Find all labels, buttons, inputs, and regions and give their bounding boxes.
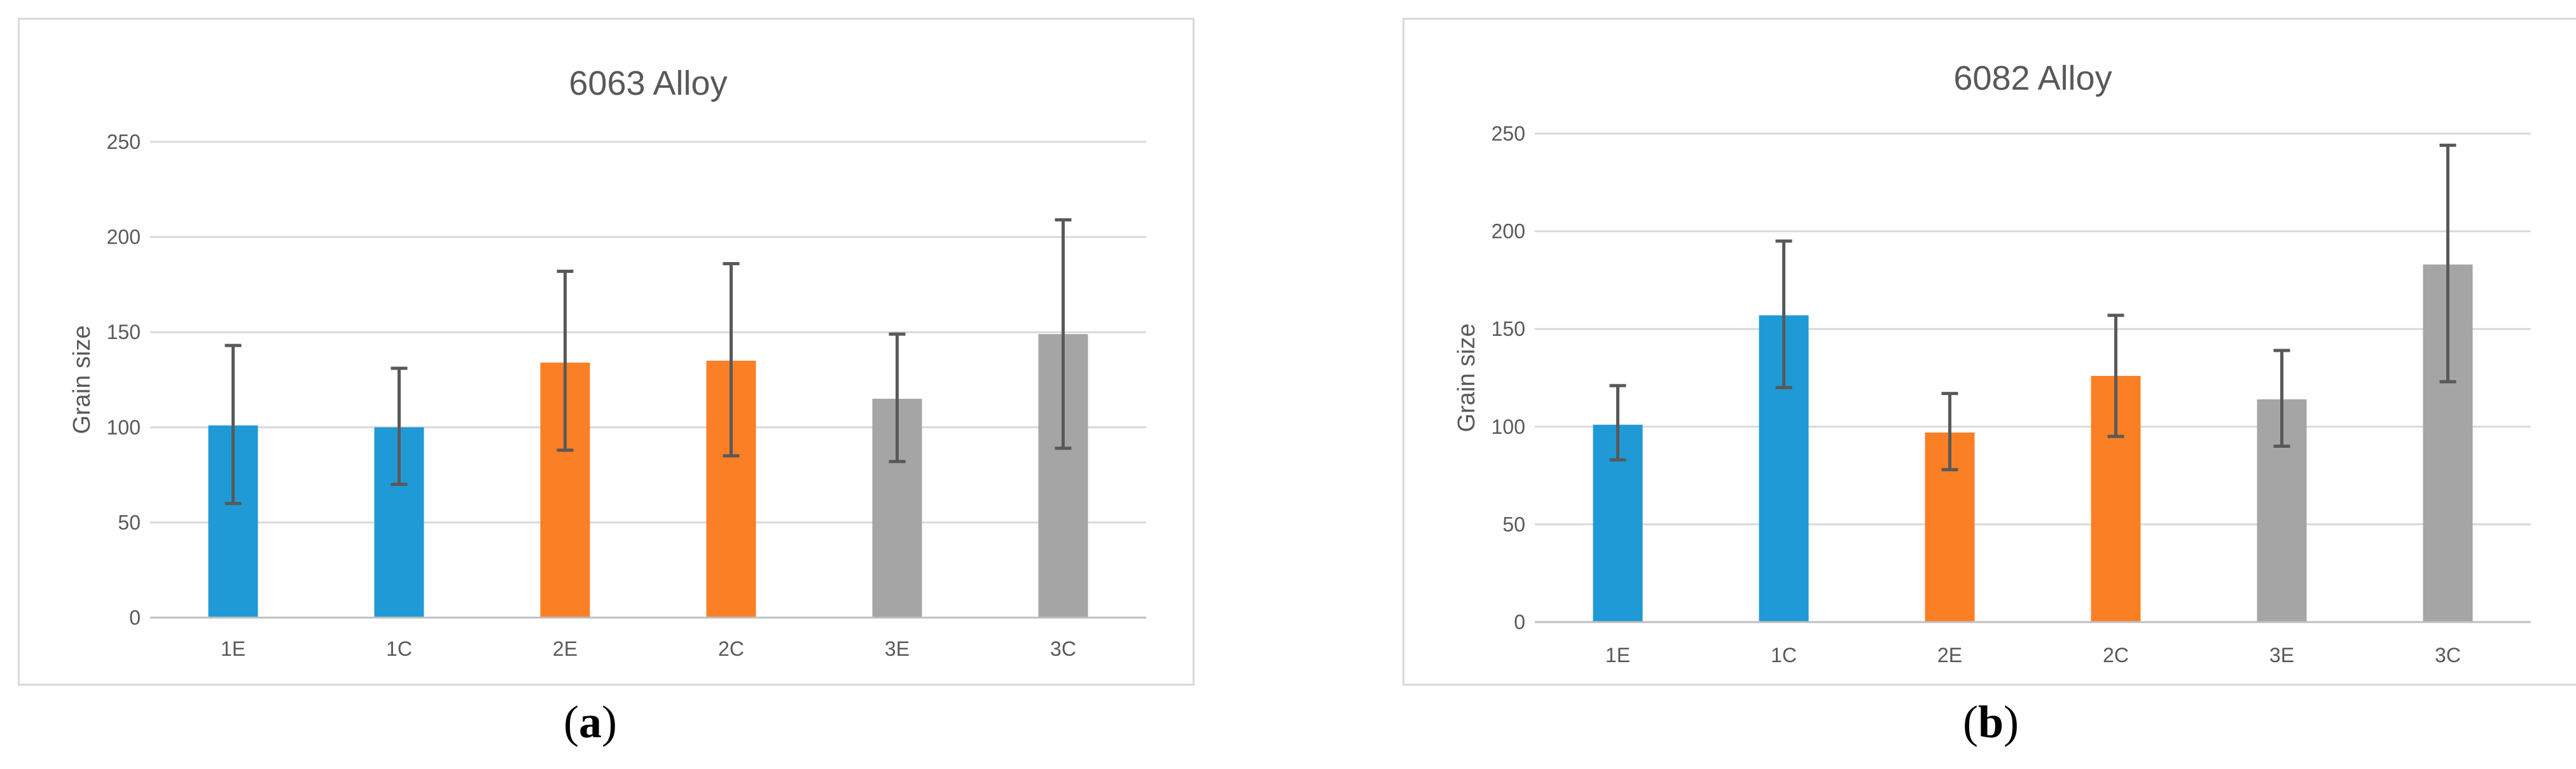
chart-title-b: 6082 Alloy: [1953, 59, 2112, 97]
y-tick-label-a-100: 100: [107, 416, 141, 439]
error-bar-b-2C: [2107, 314, 2124, 438]
y-tick-label-b-150: 150: [1492, 317, 1525, 340]
caption-a-letter: a: [579, 696, 602, 747]
y-tick-label-a-250: 250: [107, 130, 141, 153]
error-bar-b-1E: [1609, 384, 1626, 462]
y-tick-label-a-0: 0: [129, 606, 141, 629]
y-tick-label-a-50: 50: [118, 511, 141, 534]
x-tick-label-a-3C: 3C: [1050, 637, 1076, 660]
error-bar-a-3E: [889, 332, 906, 464]
y-tick-label-b-200: 200: [1492, 220, 1525, 243]
caption-b-open: (: [1962, 696, 1978, 747]
y-tick-label-b-100: 100: [1492, 415, 1525, 438]
error-bar-b-3C: [2439, 143, 2456, 384]
caption-a-open: (: [564, 696, 579, 747]
x-tick-label-a-3E: 3E: [885, 637, 910, 660]
error-bar-b-2E: [1941, 392, 1958, 471]
caption-a-close: ): [602, 696, 617, 747]
x-tick-label-b-2C: 2C: [2103, 644, 2129, 667]
x-tick-label-a-1C: 1C: [386, 637, 412, 660]
chart-title-a: 6063 Alloy: [569, 64, 727, 102]
x-tick-label-b-3C: 3C: [2435, 644, 2461, 667]
y-tick-label-b-0: 0: [1514, 611, 1525, 634]
x-tick-label-b-3E: 3E: [2269, 644, 2294, 667]
x-tick-label-b-2E: 2E: [1937, 644, 1962, 667]
chart-b-svg: 6082 Alloy Grain size 0 50 100 150 200 250 1E 1C 2…: [1453, 59, 2531, 667]
chart-panel-b: 6082 Alloy Grain size 0 50 100 150 200 250 1E 1C 2…: [1402, 18, 2576, 686]
x-tick-label-a-1E: 1E: [221, 637, 246, 660]
chart-a-svg: 6063 Alloy Grain size 0 50 100 150 200 250 1E 1C 2…: [69, 64, 1146, 660]
error-bar-a-3C: [1055, 218, 1072, 450]
y-axis-label-a: Grain size: [69, 325, 95, 434]
error-bar-a-2C: [723, 261, 740, 458]
x-tick-label-a-2E: 2E: [553, 637, 578, 660]
caption-b-letter: b: [1977, 696, 2004, 747]
y-tick-label-b-50: 50: [1502, 513, 1525, 536]
x-tick-label-b-1C: 1C: [1771, 644, 1797, 667]
error-bar-a-1C: [391, 366, 408, 487]
error-bar-a-1E: [225, 343, 242, 505]
caption-b-close: ): [2004, 696, 2019, 747]
y-tick-label-a-150: 150: [107, 321, 141, 343]
x-tick-label-b-1E: 1E: [1605, 644, 1630, 667]
x-tick-label-a-2C: 2C: [718, 637, 744, 660]
y-tick-label-b-250: 250: [1492, 122, 1525, 145]
caption-a: (a): [495, 693, 686, 751]
y-tick-label-a-200: 200: [107, 226, 141, 249]
y-axis-label-b: Grain size: [1453, 323, 1480, 432]
error-bar-a-2E: [557, 269, 574, 452]
error-bar-b-1C: [1775, 239, 1792, 389]
caption-b: (b): [1895, 693, 2086, 751]
error-bar-b-3E: [2273, 349, 2290, 448]
chart-panel-a: 6063 Alloy Grain size 0 50 100 150 200 250 1E 1C 2…: [18, 18, 1195, 686]
